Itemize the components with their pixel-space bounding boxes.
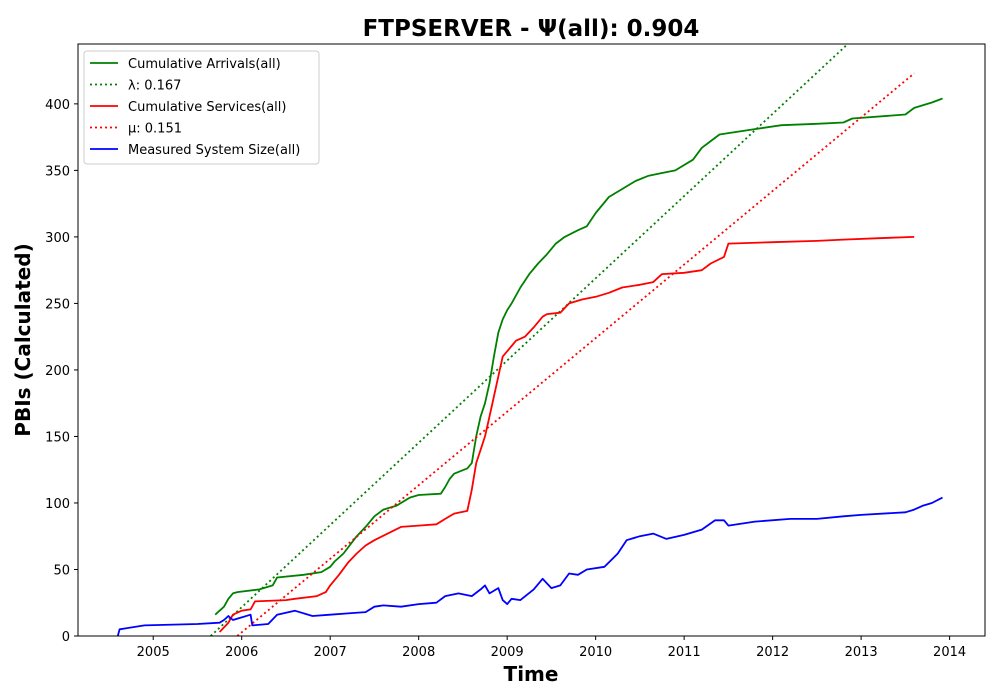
- x-tick-label: 2012: [756, 645, 789, 660]
- chart-title: FTPSERVER - Ψ(all): 0.904: [363, 16, 700, 42]
- y-tick-label: 250: [45, 297, 70, 312]
- x-tick-label: 2006: [225, 645, 258, 660]
- y-axis: 0 50 100 150 200 250 300 350 400: [45, 98, 78, 645]
- plot-frame: [77, 43, 986, 637]
- y-tick-label: 150: [45, 430, 70, 445]
- legend: Cumulative Arrivals(all) λ: 0.167 Cumulati…: [83, 50, 320, 165]
- legend-label-1: λ: 0.167: [128, 79, 181, 94]
- x-tick-label: 2009: [491, 645, 524, 660]
- legend-label-2: Cumulative Services(all): [128, 100, 286, 115]
- legend-label-4: Measured System Size(all): [128, 143, 300, 158]
- x-tick-label: 2007: [314, 645, 347, 660]
- x-tick-label: 2014: [933, 645, 966, 660]
- x-tick-label: 2013: [845, 645, 878, 660]
- series-line-3: [236, 72, 915, 636]
- y-tick-label: 300: [45, 231, 70, 246]
- legend-label-0: Cumulative Arrivals(all): [128, 57, 281, 72]
- y-tick-label: 0: [62, 630, 70, 645]
- y-tick-label: 50: [53, 563, 70, 578]
- legend-box: [83, 50, 320, 165]
- series-line-2: [218, 236, 915, 633]
- x-axis: 2005 2006 2007 2008 2009 2010 2011 2012 2013 2014: [137, 636, 966, 660]
- x-tick-label: 2011: [668, 645, 701, 660]
- y-tick-label: 400: [45, 98, 70, 113]
- x-axis-title: Time: [504, 662, 559, 686]
- x-tick-label: 2005: [137, 645, 170, 660]
- x-tick-label: 2010: [579, 645, 612, 660]
- series-line-4: [116, 496, 943, 636]
- y-tick-label: 200: [45, 364, 70, 379]
- x-tick-label: 2008: [402, 645, 435, 660]
- series-lines: [116, 44, 943, 636]
- y-axis-title: PBIs (Calculated): [11, 243, 35, 436]
- y-tick-label: 350: [45, 164, 70, 179]
- legend-label-3: μ: 0.151: [128, 122, 182, 137]
- y-tick-label: 100: [45, 497, 70, 512]
- series-line-0: [214, 97, 943, 616]
